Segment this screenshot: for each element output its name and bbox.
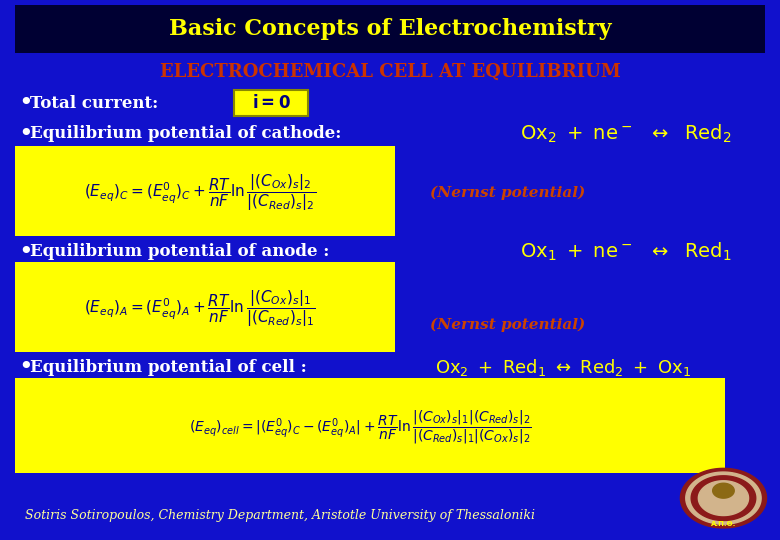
Text: ELECTROCHEMICAL CELL AT EQUILIBRIUM: ELECTROCHEMICAL CELL AT EQUILIBRIUM (160, 63, 620, 81)
Text: Total current:: Total current: (30, 94, 158, 111)
Text: •: • (18, 240, 33, 264)
Text: Equilibrium potential of cathode:: Equilibrium potential of cathode: (30, 125, 342, 143)
Polygon shape (680, 468, 767, 528)
Text: Basic Concepts of Electrochemistry: Basic Concepts of Electrochemistry (168, 18, 612, 40)
Polygon shape (713, 483, 734, 498)
Text: Equilibrium potential of cell :: Equilibrium potential of cell : (30, 359, 307, 375)
Text: •: • (18, 122, 33, 146)
Text: •: • (18, 91, 33, 115)
Text: $\mathbf{i = 0}$: $\mathbf{i = 0}$ (252, 94, 290, 112)
Text: (Nernst potential): (Nernst potential) (430, 186, 585, 200)
Text: $(E_{eq})_C = (E_{eq}^0)_C + \dfrac{RT}{nF}\ln\dfrac{|(C_{Ox})_s|_2}{|(C_{Red})_: $(E_{eq})_C = (E_{eq}^0)_C + \dfrac{RT}{… (84, 173, 316, 213)
Text: $(E_{eq})_A = (E_{eq}^0)_A + \dfrac{RT}{nF}\ln\dfrac{|(C_{Ox})_s|_1}{|(C_{Red})_: $(E_{eq})_A = (E_{eq}^0)_A + \dfrac{RT}{… (84, 288, 316, 329)
FancyBboxPatch shape (234, 90, 308, 116)
Polygon shape (698, 481, 749, 516)
Text: •: • (18, 355, 33, 379)
Polygon shape (691, 476, 756, 521)
Text: (Nernst potential): (Nernst potential) (430, 318, 585, 332)
Text: Sotiris Sotiropoulos, Chemistry Department, Aristotle University of Thessaloniki: Sotiris Sotiropoulos, Chemistry Departme… (25, 510, 535, 523)
Text: $\mathrm{Ox_2}\ +\ \mathrm{Red_1}\ \leftrightarrow\ \mathrm{Red_2}\ +\ \mathrm{O: $\mathrm{Ox_2}\ +\ \mathrm{Red_1}\ \left… (435, 356, 691, 377)
Text: $\mathrm{Ox_2}\ +\ \mathrm{ne}^-\ \ \leftrightarrow\ \ \mathrm{Red_2}$: $\mathrm{Ox_2}\ +\ \mathrm{ne}^-\ \ \lef… (520, 123, 732, 145)
Bar (15, 378, 725, 473)
Text: Equilibrium potential of anode :: Equilibrium potential of anode : (30, 244, 329, 260)
Bar (15, 146, 395, 236)
Text: $(E_{eq})_{cell} = |(E_{eq}^0)_C - (E_{eq}^0)_A| + \dfrac{RT}{nF}\ln\dfrac{|(C_{: $(E_{eq})_{cell} = |(E_{eq}^0)_C - (E_{e… (189, 408, 531, 446)
Bar (15, 5, 765, 53)
Text: Α.Π.Θ.: Α.Π.Θ. (711, 521, 736, 527)
Text: $\mathrm{Ox_1}\ +\ \mathrm{ne}^-\ \ \leftrightarrow\ \ \mathrm{Red_1}$: $\mathrm{Ox_1}\ +\ \mathrm{ne}^-\ \ \lef… (520, 241, 732, 263)
Polygon shape (686, 472, 761, 524)
Bar (15, 262, 395, 352)
